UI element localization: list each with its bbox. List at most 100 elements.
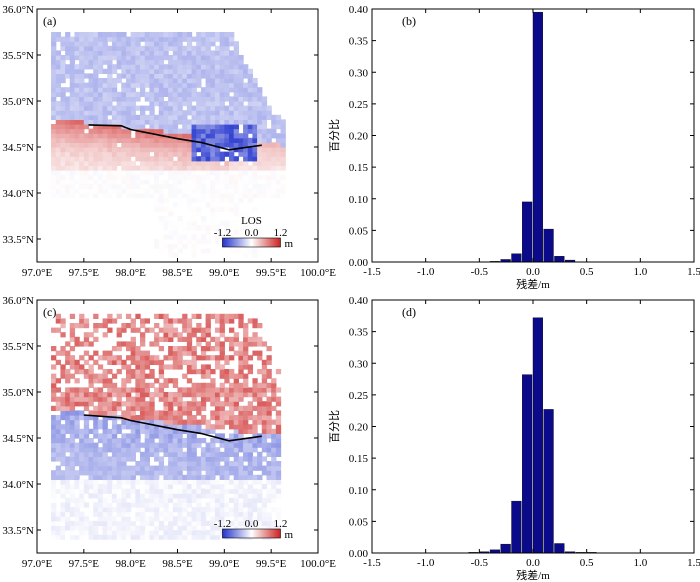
los-cell xyxy=(229,419,235,425)
los-cell xyxy=(229,465,235,471)
los-cell xyxy=(182,313,188,319)
los-cell xyxy=(51,534,57,540)
los-cell xyxy=(69,497,76,503)
los-cell xyxy=(210,124,216,130)
los-cell xyxy=(65,401,71,407)
los-cell xyxy=(121,133,127,139)
los-cell xyxy=(252,252,258,258)
los-cell xyxy=(121,55,127,61)
los-cell xyxy=(140,373,146,379)
los-cell xyxy=(224,401,230,407)
los-cell xyxy=(51,114,57,120)
x-tick-label: 97.5°E xyxy=(69,267,100,279)
los-cell xyxy=(233,68,239,74)
los-cell xyxy=(233,470,239,476)
los-cell xyxy=(247,428,254,434)
los-cell xyxy=(177,105,183,111)
los-cell xyxy=(55,64,62,70)
los-cell xyxy=(97,433,104,439)
los-cell xyxy=(219,91,225,97)
los-cell xyxy=(149,110,155,116)
los-cell xyxy=(229,520,235,526)
los-cell xyxy=(186,456,193,462)
los-cell xyxy=(116,32,122,38)
los-cell xyxy=(214,479,221,485)
los-cell xyxy=(177,447,183,453)
los-cell xyxy=(261,128,268,134)
los-cell xyxy=(182,323,188,329)
los-cell xyxy=(186,369,193,375)
los-cell xyxy=(116,59,122,65)
los-cell xyxy=(266,373,272,379)
los-cell xyxy=(130,355,136,361)
los-cell xyxy=(107,369,113,375)
los-cell xyxy=(79,323,85,329)
los-cell xyxy=(51,147,57,153)
los-cell xyxy=(88,401,94,407)
los-cell xyxy=(210,336,216,342)
los-cell xyxy=(257,497,263,503)
los-cell xyxy=(121,461,127,467)
los-cell xyxy=(186,91,193,97)
los-cell xyxy=(55,511,62,517)
los-cell xyxy=(79,401,85,407)
los-cell xyxy=(238,511,244,517)
los-cell xyxy=(51,73,57,79)
los-cell xyxy=(214,433,221,439)
los-cell xyxy=(186,502,193,508)
los-cell xyxy=(205,73,211,79)
los-cell xyxy=(135,183,141,189)
los-cell xyxy=(140,516,146,522)
los-cell xyxy=(214,179,221,185)
los-cell xyxy=(79,151,85,157)
los-cell xyxy=(83,36,90,42)
los-cell xyxy=(83,105,90,111)
los-cell xyxy=(65,516,71,522)
los-cell xyxy=(135,493,141,499)
los-cell xyxy=(172,465,179,471)
los-cell xyxy=(252,341,258,347)
los-cell xyxy=(163,193,169,199)
los-cell xyxy=(229,234,235,240)
los-cell xyxy=(163,128,169,134)
los-cell xyxy=(51,82,57,88)
los-cell xyxy=(55,387,62,393)
los-cell xyxy=(243,470,249,476)
los-cell xyxy=(182,465,188,471)
los-cell xyxy=(280,188,286,194)
los-cell xyxy=(177,525,183,531)
los-cell xyxy=(107,488,113,494)
los-cell xyxy=(83,341,90,347)
los-cell xyxy=(271,474,277,480)
los-cell xyxy=(154,202,160,208)
los-cell xyxy=(83,156,90,162)
los-cell xyxy=(130,373,136,379)
los-cell xyxy=(158,415,165,421)
los-cell xyxy=(257,341,263,347)
los-cell xyxy=(111,142,118,148)
los-cell xyxy=(219,128,225,134)
los-cell xyxy=(51,511,57,517)
los-cell xyxy=(97,101,104,107)
los-cell xyxy=(247,401,254,407)
los-cell xyxy=(60,534,66,540)
los-cell xyxy=(69,405,76,411)
los-cell xyxy=(224,229,230,235)
y-axis-label: 百分比 xyxy=(328,410,341,443)
los-cell xyxy=(93,32,99,38)
los-cell xyxy=(97,378,104,384)
los-cell xyxy=(233,248,239,254)
los-cell xyxy=(154,424,160,430)
los-cell xyxy=(111,428,118,434)
los-cell xyxy=(111,438,118,444)
los-cell xyxy=(252,165,258,171)
los-cell xyxy=(55,456,62,462)
los-cell xyxy=(224,336,230,342)
los-cell xyxy=(149,433,155,439)
los-cell xyxy=(168,488,174,494)
los-cell xyxy=(102,179,108,185)
los-cell xyxy=(168,174,174,180)
los-cell xyxy=(219,119,225,125)
los-cell xyxy=(214,68,221,74)
los-cell xyxy=(168,516,174,522)
